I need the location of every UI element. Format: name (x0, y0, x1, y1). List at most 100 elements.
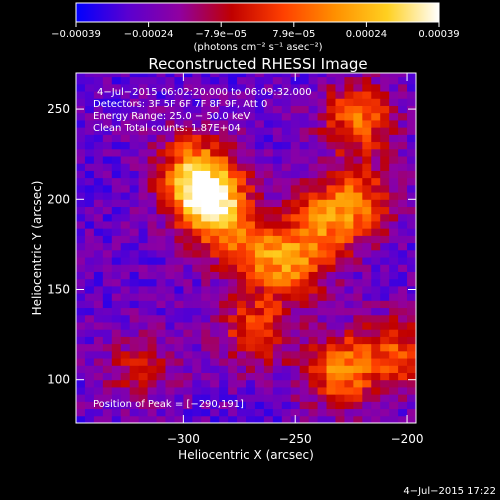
heatmap-cell (156, 278, 166, 287)
heatmap-cell (93, 119, 104, 128)
heatmap-cell (263, 358, 274, 366)
heatmap-cell (147, 329, 158, 337)
heatmap-cell (120, 278, 131, 287)
heatmap-cell (174, 83, 184, 92)
heatmap-cell (183, 76, 193, 85)
heatmap-cell (371, 386, 381, 395)
heatmap-cell (398, 271, 408, 280)
heatmap-cell (263, 293, 274, 301)
heatmap-cell (299, 155, 310, 164)
heatmap-cell (147, 336, 158, 345)
heatmap-cell (147, 184, 158, 193)
heatmap-cell (228, 336, 238, 345)
heatmap-cell (102, 321, 113, 330)
heatmap-cell (147, 73, 158, 78)
heatmap-cell (371, 184, 381, 193)
heatmap-cell (308, 134, 319, 143)
heatmap-cell (380, 321, 390, 330)
heatmap-cell (210, 264, 220, 272)
heatmap-cell (174, 105, 184, 114)
heatmap-cell (192, 285, 202, 294)
heatmap-cell (237, 134, 247, 143)
heatmap-cell (156, 220, 166, 229)
heatmap-cell (111, 119, 122, 128)
heatmap-cell (183, 199, 193, 208)
heatmap-cell (93, 321, 104, 330)
heatmap-cell (254, 264, 265, 272)
heatmap-cell (308, 141, 319, 150)
heatmap-cell (219, 249, 229, 258)
heatmap-cell (317, 336, 328, 345)
heatmap-cell (210, 242, 220, 251)
heatmap-cell (192, 184, 202, 193)
heatmap-cell (362, 285, 372, 294)
colorbar-tick-label: 0.00039 (418, 29, 459, 40)
heatmap-cell (299, 76, 310, 85)
heatmap-cell (246, 386, 256, 395)
info-line: Detectors: 3F 5F 6F 7F 8F 9F, Att 0 (93, 99, 267, 110)
heatmap-cell (156, 365, 166, 373)
heatmap-cell (326, 307, 336, 316)
heatmap-cell (344, 386, 354, 395)
heatmap-cell (210, 386, 220, 395)
heatmap-cell (299, 372, 310, 381)
heatmap-cell (84, 293, 95, 301)
heatmap-cell (237, 141, 247, 150)
heatmap-cell (246, 76, 256, 85)
heatmap-cell (129, 314, 140, 323)
heatmap-cell (335, 293, 345, 301)
heatmap-cell (263, 350, 274, 359)
heatmap-cell (308, 220, 319, 229)
heatmap-cell (102, 336, 113, 345)
heatmap-cell (138, 401, 149, 410)
heatmap-cell (129, 358, 140, 366)
heatmap-cell (156, 343, 166, 352)
heatmap-cell (246, 228, 256, 236)
heatmap-cell (192, 336, 202, 345)
heatmap-cell (84, 278, 95, 287)
heatmap-cell (398, 148, 408, 157)
heatmap-cell (111, 264, 122, 272)
heatmap-cell (380, 112, 390, 121)
heatmap-cell (389, 213, 399, 222)
heatmap-cell (102, 264, 113, 272)
heatmap-cell (290, 235, 301, 244)
heatmap-cell (362, 350, 372, 359)
heatmap-cell (111, 235, 122, 244)
heatmap-cell (326, 177, 336, 186)
heatmap-cell (147, 314, 158, 323)
heatmap-cell (335, 242, 345, 251)
heatmap-cell (120, 343, 131, 352)
heatmap-cell (254, 213, 265, 222)
heatmap-cell (156, 163, 166, 171)
heatmap-cell (120, 112, 131, 121)
heatmap-cell (344, 127, 354, 135)
heatmap-cell (290, 358, 301, 366)
heatmap-cell (156, 192, 166, 200)
heatmap-cell (228, 228, 238, 236)
heatmap-cell (228, 408, 238, 417)
heatmap-cell (353, 155, 363, 164)
heatmap-cell (93, 386, 104, 395)
heatmap-cell (129, 112, 140, 121)
heatmap-cell (344, 264, 354, 272)
heatmap-cell (398, 213, 408, 222)
heatmap-cell (299, 300, 310, 309)
heatmap-cell (246, 213, 256, 222)
info-line: 4−Jul−2015 06:02:20.000 to 06:09:32.000 (97, 87, 312, 98)
heatmap-cell (344, 278, 354, 287)
heatmap-cell (129, 184, 140, 193)
heatmap-cell (201, 228, 211, 236)
heatmap-cell (84, 76, 95, 85)
heatmap-cell (84, 365, 95, 373)
heatmap-cell (138, 314, 149, 323)
heatmap-cell (147, 228, 158, 236)
heatmap-cell (156, 300, 166, 309)
heatmap-cell (102, 300, 113, 309)
heatmap-cell (407, 394, 416, 402)
heatmap-cell (371, 213, 381, 222)
heatmap-cell (228, 249, 238, 258)
heatmap-cell (228, 119, 238, 128)
x-tick-label: −200 (391, 432, 424, 446)
